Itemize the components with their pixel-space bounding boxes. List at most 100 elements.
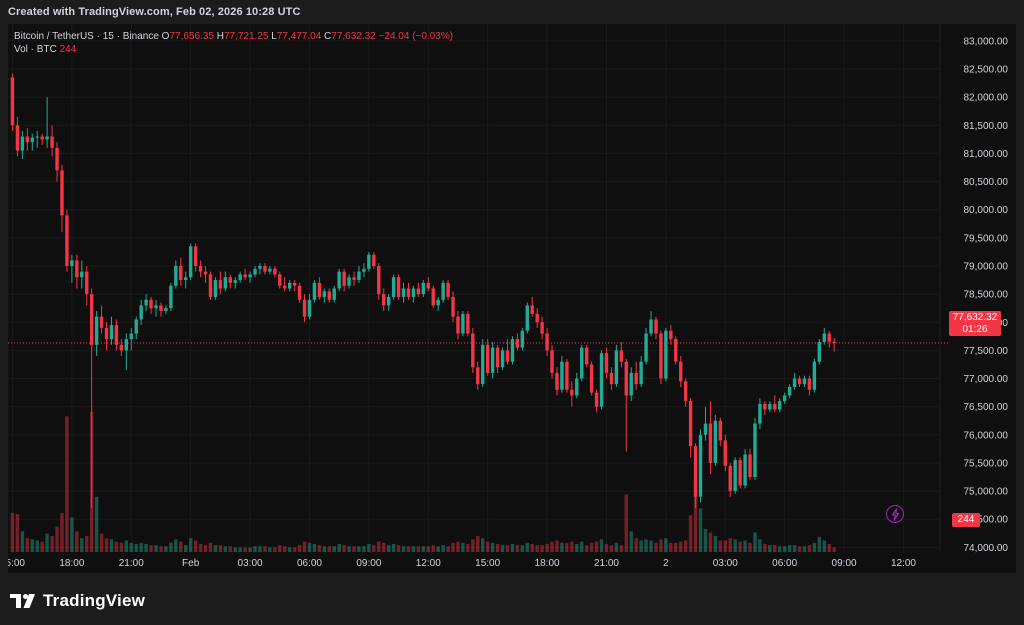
volume-bar: [99, 533, 104, 552]
volume-bar: [159, 546, 163, 552]
y-tick-label: 74,500.00: [964, 515, 1009, 526]
y-tick-label: 82,500.00: [964, 65, 1009, 76]
candle-body: [753, 423, 757, 478]
volume-bar: [243, 547, 247, 552]
volume-bar: [129, 542, 133, 552]
candle-body: [169, 285, 173, 309]
volume-bar: [525, 542, 529, 552]
volume-bar: [446, 546, 450, 552]
x-tick-label: 09:00: [356, 558, 381, 569]
volume-bar: [149, 545, 153, 552]
candle-body: [372, 254, 376, 266]
candle-body: [70, 260, 74, 266]
y-tick-label: 79,000.00: [964, 261, 1009, 272]
candle-body: [688, 401, 693, 447]
candle-body: [416, 288, 421, 295]
volume-bar: [312, 543, 317, 552]
volume-bar: [391, 543, 396, 552]
candlestick-chart[interactable]: 83,000.00 82,500.00 82,000.00 81,500.00 81,0…: [8, 24, 1016, 573]
volume-bar: [80, 538, 84, 552]
x-tick-label: 03:00: [238, 558, 263, 569]
candle-body: [243, 274, 247, 278]
candle-body: [317, 282, 322, 297]
candle-body: [188, 246, 193, 278]
y-tick-label: 75,500.00: [964, 458, 1009, 469]
volume-bar: [109, 539, 114, 552]
candle-body: [362, 268, 366, 272]
x-tick-label: 12:00: [891, 558, 916, 569]
volume-bar: [703, 529, 708, 552]
candle-body: [584, 347, 589, 365]
candle-body: [679, 361, 683, 382]
volume-bar: [634, 538, 638, 552]
candle-body: [698, 434, 703, 497]
volume-bar: [654, 542, 658, 552]
candle-body: [124, 339, 129, 351]
volume-bar: [35, 540, 39, 552]
lightning-icon[interactable]: [886, 505, 904, 523]
volume-bar: [94, 496, 99, 552]
candle-body: [238, 274, 242, 281]
volume-bar: [401, 546, 406, 552]
candle-body: [60, 170, 64, 216]
volume-bar: [797, 546, 802, 552]
volume-bar: [619, 545, 624, 552]
volume-bar: [386, 545, 391, 552]
candle-body: [787, 386, 792, 396]
volume-bar: [768, 545, 772, 552]
chart-area[interactable]: 83,000.00 82,500.00 82,000.00 81,500.00 81,0…: [8, 24, 1016, 573]
y-tick-label: 77,500.00: [964, 346, 1009, 357]
volume-bar: [238, 547, 242, 552]
candle-body: [481, 344, 485, 385]
volume-bar: [580, 541, 584, 552]
candle-body: [490, 347, 495, 373]
candle-body: [20, 136, 25, 151]
volume-bar: [406, 546, 411, 552]
candle-body: [357, 271, 361, 281]
candle-body: [525, 305, 529, 331]
volume-bar: [203, 545, 208, 552]
candle-body: [545, 333, 549, 351]
candle-body: [728, 465, 732, 492]
candle-body: [797, 378, 802, 385]
volume-bar: [763, 543, 767, 552]
candle-body: [174, 265, 178, 286]
legend-volume-label[interactable]: Vol · BTC: [14, 44, 60, 55]
volume-bar: [30, 539, 34, 552]
candle-body: [139, 305, 143, 320]
header-bar: Created with TradingView.com, Feb 02, 20…: [0, 0, 1024, 24]
candle-body: [75, 260, 79, 278]
volume-bar: [25, 538, 30, 552]
volume-bar: [352, 546, 356, 552]
candle-body: [80, 271, 84, 278]
volume-bar: [649, 540, 653, 552]
candle-body: [822, 333, 826, 342]
volume-bar: [144, 543, 148, 552]
volume-bar: [644, 539, 648, 552]
x-tick-label: 15:00: [8, 558, 25, 569]
candle-body: [159, 305, 163, 312]
volume-bar: [332, 546, 336, 552]
candle-body: [377, 265, 381, 295]
volume-bar: [302, 541, 307, 552]
candle-body: [273, 268, 277, 275]
volume-bar: [213, 545, 218, 552]
volume-bar: [382, 542, 386, 552]
candle-body: [198, 265, 203, 272]
candle-body: [10, 77, 15, 126]
candle-body: [292, 282, 297, 286]
legend-open-label: O: [161, 31, 170, 42]
candle-body: [208, 274, 213, 297]
legend-symbol-title[interactable]: Bitcoin / TetherUS · 15 · Binance: [14, 31, 162, 42]
candle-body: [550, 350, 554, 373]
candle-body: [411, 288, 416, 297]
volume-bar: [456, 541, 460, 552]
volume-bar: [273, 547, 277, 552]
volume-bar: [263, 546, 267, 552]
volume-bar: [60, 512, 64, 552]
tradingview-logo[interactable]: TradingView: [10, 591, 145, 611]
candle-body: [35, 136, 39, 138]
candle-body: [253, 268, 257, 275]
y-tick-label: 83,000.00: [964, 36, 1009, 47]
volume-bar: [555, 540, 559, 552]
